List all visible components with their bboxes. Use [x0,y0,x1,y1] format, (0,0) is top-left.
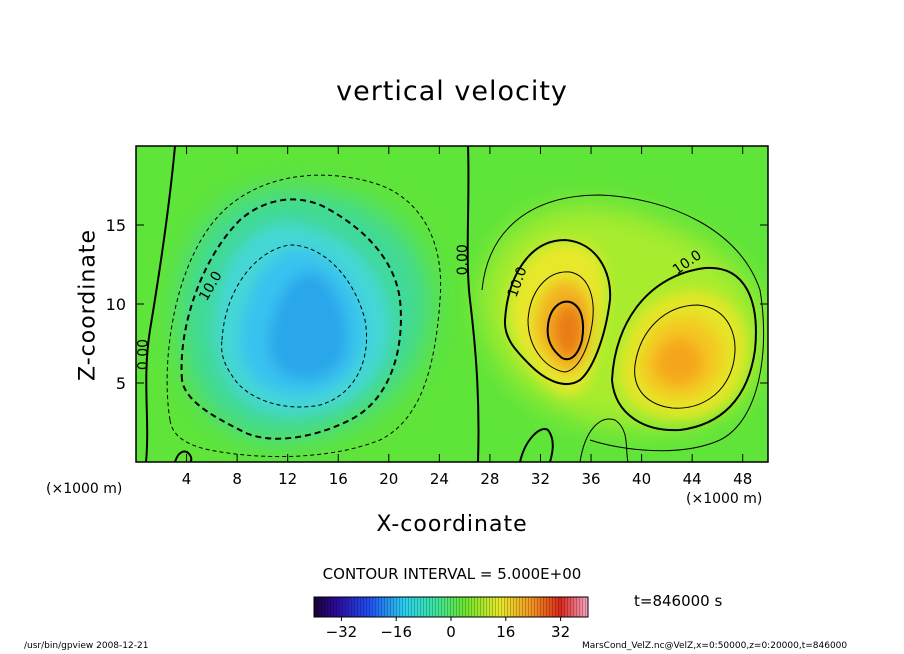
time-label: t=846000 s [634,592,723,610]
contour-interval-label: CONTOUR INTERVAL = 5.000E+00 [322,565,582,583]
contour-neg10 [180,198,402,440]
contour-neg15 [221,244,367,408]
x-axis-label: X-coordinate [376,512,528,537]
x-tick-label: 40 [632,470,651,488]
x-tick-label: 28 [480,470,499,488]
x-tick-label: 20 [379,470,398,488]
contour-zero-left [145,146,176,462]
contour-lines [145,146,765,462]
footer-source: MarsCond_VelZ.nc@VelZ,x=0:50000,z=0:2000… [582,641,848,651]
colorbar-stripes [314,597,588,617]
x-unit-label-left: (×1000 m) [46,481,123,497]
chart-title: vertical velocity [336,76,568,107]
contour-bottom-1 [519,428,554,462]
x-unit-label-right: (×1000 m) [686,491,763,507]
x-tick-label: 48 [733,470,752,488]
contour-pos5 [481,194,765,452]
footer-command: /usr/bin/gpview 2008-12-21 [24,641,149,651]
colorbar-tick-label: 16 [496,623,515,641]
contour-bottom-2 [579,418,629,462]
x-ticks: 4 8 12 16 20 24 28 32 36 40 44 48 [182,146,752,488]
contour-pos10-a [503,238,612,385]
x-tick-label: 24 [430,470,449,488]
y-tick-label: 10 [106,295,126,314]
y-tick-label: 15 [106,216,126,235]
contour-neg5 [166,174,442,458]
x-tick-label: 36 [581,470,600,488]
contour-pos20 [546,300,585,361]
x-tick-label: 12 [278,470,297,488]
x-tick-label: 8 [232,470,242,488]
contour-pos10-b [610,266,757,432]
colorbar-tick-label: 0 [446,623,456,641]
contour-pos15-b [634,304,736,409]
contour-label: 0.00 [455,244,471,275]
y-ticks: 5 10 15 [106,216,768,393]
x-tick-label: 16 [329,470,348,488]
x-tick-label: 4 [182,470,192,488]
colorbar-tick-label: 32 [551,623,570,641]
colorbar-tick-label: −32 [326,623,358,641]
colorbar-ticks: −32 −16 0 16 32 [326,617,570,641]
contour-label: 0.00 [135,339,151,370]
x-tick-label: 44 [683,470,702,488]
contour-pos15 [527,271,594,373]
y-axis-label: Z-coordinate [75,229,101,381]
heatmap-field [136,146,768,462]
colorbar-tick-label: −16 [380,623,412,641]
y-tick-label: 5 [116,374,126,393]
x-tick-label: 32 [531,470,550,488]
contour-zero-mid [466,146,480,462]
